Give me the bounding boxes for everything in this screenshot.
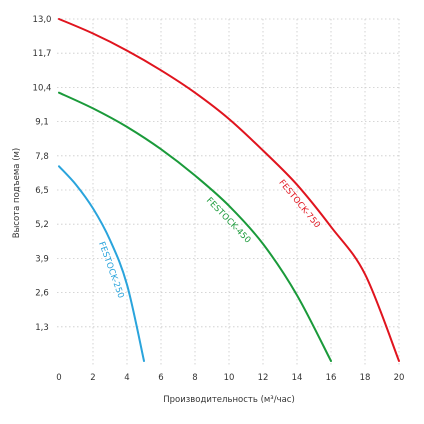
grid-lines bbox=[57, 18, 400, 365]
y-tick-label: 9,1 bbox=[35, 118, 49, 128]
y-axis-title: Высота подъема (м) bbox=[12, 148, 22, 239]
series-label-festock-450: FESTOCK-450 bbox=[204, 196, 253, 246]
y-tick-label: 5,2 bbox=[35, 220, 49, 230]
y-tick-label: 11,7 bbox=[33, 49, 52, 59]
y-tick-label: 2,6 bbox=[35, 289, 49, 299]
y-tick-label: 10,4 bbox=[33, 83, 52, 93]
x-tick-label: 18 bbox=[360, 373, 371, 383]
x-tick-label: 2 bbox=[90, 373, 95, 383]
y-tick-label: 6,5 bbox=[35, 186, 49, 196]
series-line-festock-750 bbox=[58, 18, 400, 362]
x-tick-label: 4 bbox=[124, 373, 129, 383]
series-line-festock-450 bbox=[58, 91, 332, 362]
x-tick-label: 14 bbox=[292, 373, 303, 383]
series-line-festock-250 bbox=[58, 165, 145, 362]
series-curves bbox=[58, 18, 400, 362]
y-tick-label: 7,8 bbox=[35, 152, 49, 162]
y-tick-label: 1,3 bbox=[35, 323, 49, 333]
x-axis-title: Производительность (м³/час) bbox=[163, 395, 295, 405]
x-tick-label: 10 bbox=[224, 373, 235, 383]
x-axis-ticks: 0 2 4 6 8 10 12 14 16 18 20 bbox=[56, 373, 404, 383]
x-tick-label: 8 bbox=[192, 373, 197, 383]
y-tick-label: 13,0 bbox=[33, 15, 52, 25]
x-tick-label: 20 bbox=[394, 373, 405, 383]
x-tick-label: 16 bbox=[326, 373, 337, 383]
x-tick-label: 6 bbox=[158, 373, 163, 383]
series-label-festock-250: FESTOCK-250 bbox=[96, 240, 126, 300]
x-tick-label: 0 bbox=[56, 373, 61, 383]
y-tick-label: 3,9 bbox=[35, 254, 49, 264]
y-axis-ticks: 1,3 2,6 3,9 5,2 6,5 7,8 9,1 10,4 11,7 13,0 bbox=[33, 15, 52, 333]
x-tick-label: 12 bbox=[258, 373, 269, 383]
